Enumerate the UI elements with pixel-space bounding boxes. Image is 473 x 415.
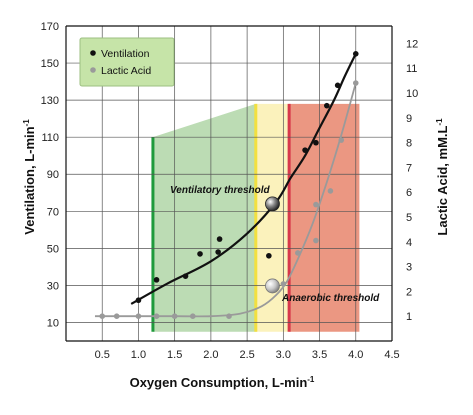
series-points (99, 50, 359, 319)
y-right-tick-label: 8 (406, 138, 412, 150)
y-left-tick-label: 170 (41, 21, 59, 33)
ventilation-point (215, 249, 221, 255)
ventilation-point (334, 82, 341, 89)
y-left-tick-label: 10 (47, 317, 59, 329)
lactic-acid-point (189, 313, 196, 319)
lactic-acid-point (295, 250, 301, 256)
y-left-tick-label: 30 (47, 280, 59, 292)
lactic-acid-point (280, 281, 287, 287)
lactic-acid-point (313, 237, 319, 244)
x-axis-title: Oxygen Consumption, L-min-1 (130, 375, 315, 390)
x-tick-label: 1.0 (131, 349, 146, 361)
x-tick-label: 3.5 (312, 349, 327, 361)
y-right-tick-label: 5 (406, 212, 412, 224)
ventilation-point (313, 139, 319, 146)
ventilation-point (153, 277, 160, 283)
threshold-regions (151, 103, 360, 332)
y-left-tick-label: 150 (41, 58, 59, 70)
y-right-axis-title: Lactic Acid, mM.L-1 (435, 118, 450, 236)
lactic-acid-point (352, 80, 359, 86)
y-right-tick-label: 7 (406, 162, 412, 174)
y-right-tick-label: 10 (406, 88, 418, 100)
anaerobic-threshold-label: Anaerobic threshold (281, 293, 380, 304)
x-tick-label: 4.0 (348, 349, 363, 361)
y-right-tick-label: 9 (406, 113, 412, 125)
axes (65, 25, 393, 342)
ventilation-point (182, 273, 189, 279)
lactic-acid-point (99, 313, 106, 319)
ventilation-point (324, 102, 330, 109)
ventilation-point (352, 50, 359, 57)
y-left-tick-label: 110 (41, 132, 59, 144)
transition-zone-fill (255, 103, 290, 332)
ventilation-point (302, 147, 308, 153)
legend: Ventilation Lactic Acid (79, 37, 175, 87)
lactic-acid-point (226, 313, 232, 319)
lactic-acid-point (313, 201, 319, 208)
y-left-tick-label: 70 (47, 206, 59, 218)
ventilation-curve (130, 53, 357, 305)
legend-label-lactic-acid: Lactic Acid (101, 65, 151, 77)
y-right-tick-label: 2 (406, 286, 412, 298)
lactic-acid-point (338, 137, 345, 143)
x-tick-label: 3.0 (276, 349, 291, 361)
ventilation-point (135, 297, 142, 304)
y-left-axis-title: Ventilation, L-min-1 (22, 119, 37, 235)
ventilation-point (197, 251, 203, 257)
y-right-tick-label: 6 (406, 187, 412, 199)
ventilation-point (216, 236, 223, 242)
ventilation-point (266, 252, 272, 259)
y-left-tick-label: 130 (41, 95, 59, 107)
y-right-tick-label: 12 (406, 38, 418, 50)
legend-marker-ventilation (90, 50, 96, 56)
y-right-tick-label: 1 (406, 311, 412, 323)
legend-box (79, 37, 175, 87)
x-tick-label: 0.5 (95, 349, 110, 361)
lactic-acid-point (135, 313, 142, 319)
lactic-acid-point (153, 313, 160, 319)
y-left-tick-label: 90 (47, 169, 59, 181)
threshold-markers (265, 196, 280, 294)
anaerobic-threshold-marker (265, 278, 280, 294)
y-right-tick-label: 4 (406, 237, 412, 249)
aerobic-zone-fill (152, 103, 256, 332)
anaerobic-zone-fill (289, 103, 360, 332)
x-tick-label: 2.0 (203, 349, 218, 361)
x-tick-label: 4.5 (384, 349, 399, 361)
y-right-tick-label: 3 (406, 262, 412, 274)
ventilatory-threshold-label: Ventilatory threshold (170, 185, 271, 196)
lactic-acid-point (171, 313, 178, 319)
y-right-tick-label: 11 (406, 63, 417, 75)
x-tick-label: 1.5 (167, 349, 182, 361)
legend-marker-lactic-acid (90, 67, 96, 73)
grid (66, 25, 393, 341)
ventilatory-threshold-marker (265, 196, 280, 212)
tick-labels: 0.5 1.0 1.5 2.0 2.5 3.0 3.5 4.0 4.51030507090110… (41, 21, 419, 361)
legend-label-ventilation: Ventilation (101, 48, 150, 60)
lactic-acid-point (113, 313, 120, 319)
y-left-tick-label: 50 (47, 243, 59, 255)
x-tick-label: 2.5 (239, 349, 254, 361)
lactic-acid-point (327, 188, 334, 194)
